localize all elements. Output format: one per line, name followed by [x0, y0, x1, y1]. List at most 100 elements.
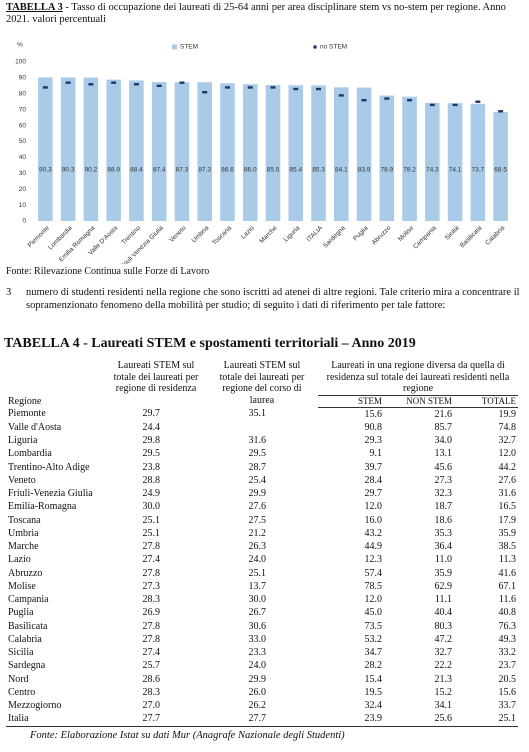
value-label: 90.3: [39, 167, 52, 174]
table-row: Toscana 25.1 27.5 16.0 18.6 17.9: [6, 514, 518, 527]
cell: 27.8: [142, 541, 161, 552]
cell: 11.6: [498, 594, 517, 605]
cell: 28.2: [364, 660, 383, 672]
cell: 34.7: [364, 647, 383, 658]
bar: [288, 85, 304, 221]
footnote-text: numero di studenti residenti nella regio…: [26, 287, 520, 311]
marker: [111, 81, 117, 84]
table-row: Valle d'Aosta 24.4 90.8 85.7 74.8: [6, 421, 518, 434]
table-row: Mezzogiorno 27.0 26.2 32.4 34.1 33.7: [6, 699, 518, 712]
row-label: Toscana: [8, 514, 41, 526]
cell: 20.5: [498, 673, 517, 685]
cell: 28.6: [142, 673, 161, 685]
cell: 21.3: [434, 673, 453, 685]
cell: 35.9: [498, 527, 517, 539]
cell: 40.8: [498, 607, 517, 619]
cell: 27.7: [106, 712, 212, 727]
table-row: Sicilia 27.4 23.3 34.7 32.7 33.2: [6, 646, 518, 659]
cell: 33.0: [248, 633, 267, 645]
value-label: 73.7: [472, 167, 485, 174]
value-label: 85.3: [312, 167, 325, 174]
marker: [270, 86, 276, 89]
cell: 27.8: [142, 633, 161, 645]
cell: 27.5: [248, 514, 267, 526]
table-row: Italia 27.7 27.7 23.9 25.6 25.1: [6, 712, 519, 727]
cell: 23.9: [318, 712, 384, 727]
bar: [425, 102, 440, 221]
cell: 29.9: [248, 673, 267, 685]
cell: 25.1: [142, 514, 161, 526]
table-row: Puglia 26.9 26.7 45.0 40.4 40.8: [6, 606, 518, 619]
value-label: 90.3: [62, 167, 75, 174]
subheader-cell: STEM: [318, 394, 384, 408]
marker: [88, 83, 94, 86]
cell: 15.2: [434, 686, 453, 698]
table-row: Nord 28.6 29.9 15.4 21.3 20.5: [6, 673, 518, 686]
table-row: Veneto 28.8 25.4 28.4 27.3 27.6: [6, 474, 518, 487]
chart: % 0 10 20 30 40 50 60 70 80 90 100 STEM no STEM 90.3 90…: [15, 42, 508, 264]
cell: 35.9: [434, 567, 453, 579]
cell: 25.4: [248, 474, 267, 486]
cell: 28.3: [142, 686, 161, 698]
x-tick-label: Puglia: [352, 224, 370, 242]
cell: 39.7: [364, 461, 383, 473]
bar: [311, 85, 326, 221]
cell: 32.7: [434, 647, 453, 658]
cell: 15.6: [498, 686, 517, 698]
legend-swatch: [172, 44, 177, 50]
row-label: Nord: [8, 673, 29, 685]
cell: 25.1: [454, 712, 519, 727]
x-tick-label: Basilicata: [459, 224, 484, 249]
cell: 25.1: [248, 567, 267, 579]
marker: [475, 100, 481, 103]
table-row: Emilia-Romagna 30.0 27.6 12.0 18.7 16.5: [6, 500, 518, 513]
cell: 19.9: [498, 408, 517, 420]
y-tick-label: 0: [22, 218, 26, 225]
value-label: 87.3: [198, 167, 211, 174]
cell: 13.7: [248, 580, 267, 592]
value-label: 84.1: [335, 167, 348, 174]
cell: 29.5: [248, 448, 267, 460]
x-tick-label: Trentino: [120, 224, 142, 246]
cell: 27.7: [212, 712, 318, 727]
cell: 15.6: [364, 408, 383, 420]
marker: [65, 81, 71, 84]
marker: [498, 110, 504, 113]
cell: 38.5: [498, 541, 517, 552]
x-tick-label: Toscana: [211, 224, 233, 246]
cell: 24.0: [248, 660, 267, 672]
x-tick-label: Marche: [258, 224, 279, 245]
marker: [156, 84, 162, 88]
value-label: 88.4: [130, 167, 143, 174]
value-label: 83.9: [358, 167, 371, 174]
cell: 21.2: [248, 527, 267, 539]
x-tick-label: Liguria: [283, 224, 302, 243]
x-tick-label: Campania: [412, 224, 438, 250]
cell: 27.4: [142, 554, 161, 566]
cell: 23.8: [142, 461, 161, 473]
table-row: Umbria 25.1 21.2 43.2 35.3 35.9: [6, 527, 518, 540]
cell: 49.3: [498, 633, 517, 645]
row-label: Puglia: [8, 607, 34, 619]
cell: 32.7: [498, 435, 517, 446]
table-row: Marche 27.8 26.3 44.9 36.4 38.5: [6, 540, 518, 553]
cell: 30.0: [248, 594, 267, 605]
y-tick-label: 80: [19, 91, 27, 98]
cell: 41.6: [498, 567, 517, 579]
marker: [293, 87, 299, 91]
marker: [338, 94, 344, 97]
row-label: Trentino-Alto Adige: [8, 461, 90, 473]
marker: [361, 98, 367, 102]
cell: 33.7: [498, 700, 517, 711]
value-label: 74.1: [449, 167, 462, 174]
row-label: Friuli-Venezia Giulia: [8, 488, 93, 499]
value-label: 87.4: [153, 167, 166, 174]
legend-swatch: [313, 45, 317, 49]
cell: 44.9: [364, 541, 383, 552]
y-tick-label: 90: [19, 75, 27, 82]
cell: [212, 421, 318, 434]
chart-source: Fonte: Rilevazione Continua sulle Forze …: [6, 266, 210, 277]
cell: 22.2: [434, 660, 453, 672]
table-title: TABELLA 4 - Laureati STEM e spostamenti …: [4, 336, 416, 351]
row-label: Umbria: [8, 527, 39, 539]
